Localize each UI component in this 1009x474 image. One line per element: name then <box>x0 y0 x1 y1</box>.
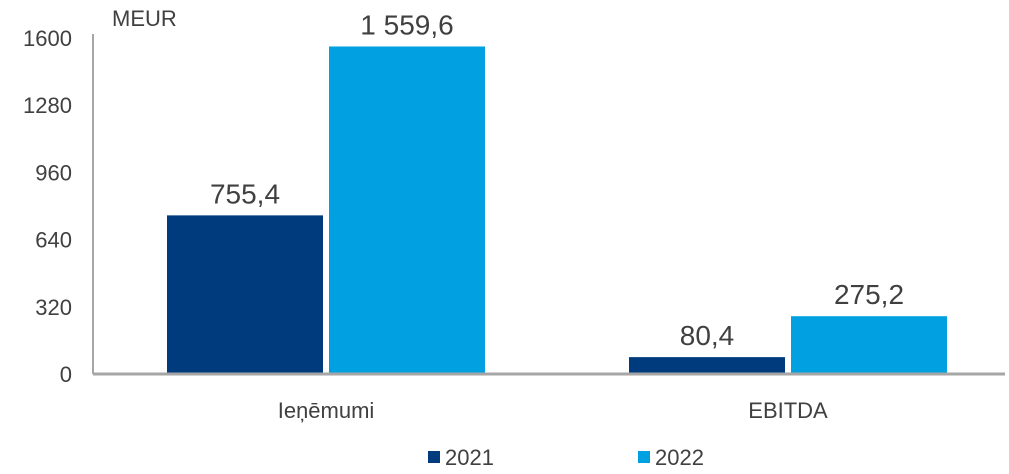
legend-swatch <box>638 451 650 463</box>
x-category-label: Ieņēmumi <box>278 398 375 423</box>
data-label: 755,4 <box>210 178 280 209</box>
bar <box>329 46 485 374</box>
x-category-label: EBITDA <box>748 398 828 423</box>
y-tick-label: 1280 <box>23 93 72 118</box>
bar <box>167 215 323 374</box>
legend-swatch <box>428 451 440 463</box>
y-tick-label: 640 <box>35 228 72 253</box>
data-label: 1 559,6 <box>360 9 453 40</box>
legend-label: 2021 <box>445 445 494 469</box>
data-label: 275,2 <box>834 279 904 310</box>
y-tick-label: 0 <box>60 362 72 387</box>
y-tick-label: 320 <box>35 295 72 320</box>
bar <box>629 357 785 374</box>
y-axis-unit-label: MEUR <box>112 6 177 31</box>
y-axis: 0 320 640 960 1280 1600 <box>23 26 94 387</box>
data-label: 80,4 <box>680 320 735 351</box>
bar <box>791 316 947 374</box>
y-tick-label: 1600 <box>23 26 72 51</box>
y-tick-label: 960 <box>35 160 72 185</box>
x-axis: Ieņēmumi EBITDA <box>93 372 1005 423</box>
data-labels: 755,4 1 559,6 80,4 275,2 <box>210 9 904 351</box>
legend-label: 2022 <box>655 445 704 469</box>
bars <box>167 46 947 374</box>
legend: 2021 2022 <box>428 445 704 470</box>
